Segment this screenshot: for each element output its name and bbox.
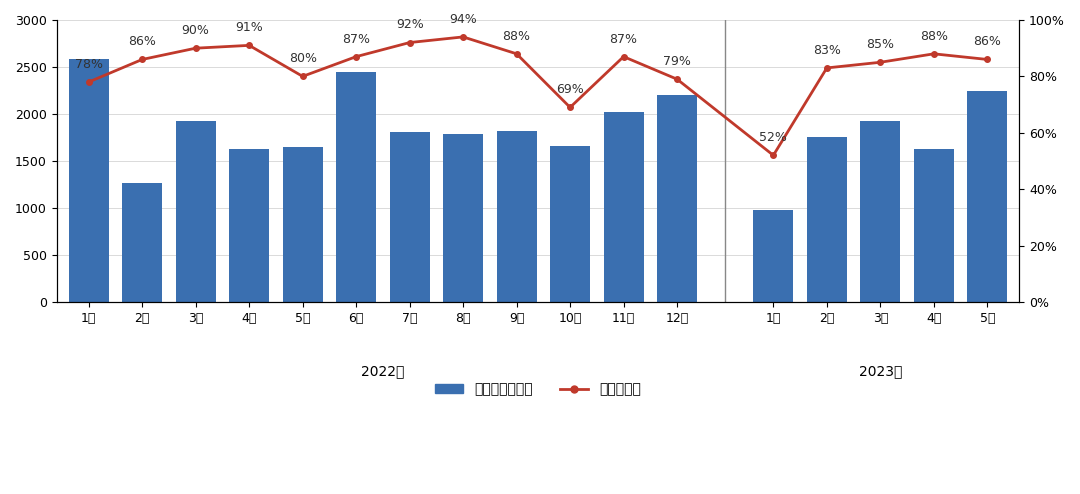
Text: 88%: 88%	[502, 30, 530, 42]
Bar	[336, 72, 376, 302]
Text: 79%: 79%	[663, 55, 691, 68]
Bar	[807, 136, 847, 302]
Text: 85%: 85%	[866, 38, 894, 51]
Text: 78%: 78%	[75, 58, 103, 71]
Bar	[914, 149, 954, 302]
Text: 80%: 80%	[288, 52, 316, 65]
Text: 87%: 87%	[342, 33, 370, 45]
Bar	[176, 122, 216, 302]
Bar	[122, 183, 162, 302]
Legend: 出货量（万部）, 出货量占比: 出货量（万部）, 出货量占比	[430, 377, 647, 402]
Bar	[69, 59, 109, 302]
Bar	[753, 210, 794, 302]
Bar	[497, 131, 537, 302]
Bar	[443, 134, 483, 302]
Bar	[968, 91, 1008, 302]
Bar	[657, 95, 697, 302]
Text: 94%: 94%	[449, 13, 477, 26]
Bar	[390, 132, 430, 302]
Text: 86%: 86%	[973, 36, 1001, 48]
Text: 2023年: 2023年	[859, 364, 902, 378]
Bar	[550, 146, 590, 302]
Text: 83%: 83%	[813, 44, 840, 57]
Text: 88%: 88%	[920, 30, 948, 42]
Text: 91%: 91%	[235, 21, 264, 34]
Bar	[604, 112, 644, 302]
Text: 90%: 90%	[181, 24, 210, 37]
Bar	[283, 147, 323, 302]
Text: 87%: 87%	[609, 33, 637, 45]
Text: 69%: 69%	[556, 83, 584, 96]
Bar	[229, 149, 269, 302]
Text: 86%: 86%	[129, 36, 157, 48]
Text: 52%: 52%	[759, 131, 787, 144]
Text: 2022年: 2022年	[361, 364, 405, 378]
Bar	[861, 122, 901, 302]
Text: 92%: 92%	[395, 18, 423, 32]
